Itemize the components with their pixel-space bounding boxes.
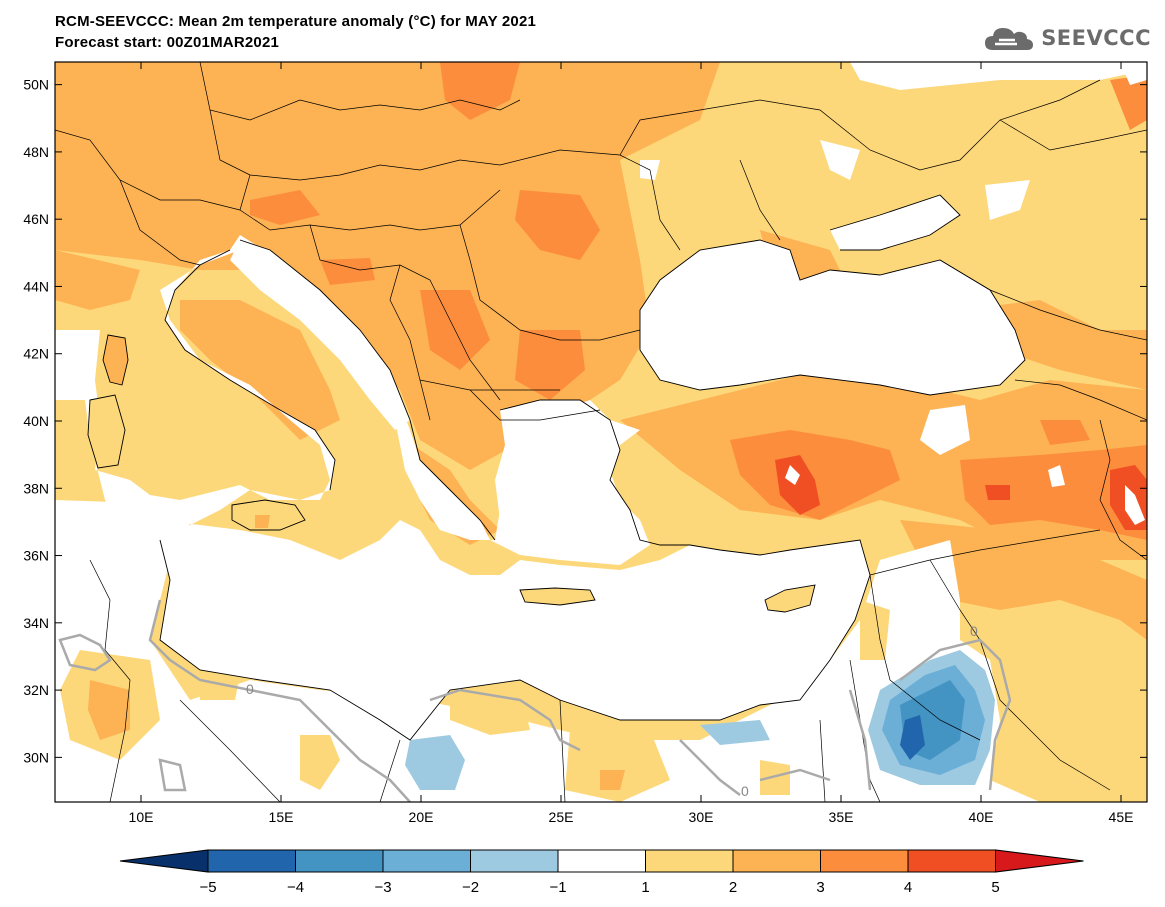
lon-tick-label: 25E — [549, 809, 574, 825]
colorbar-label: 5 — [991, 879, 999, 896]
colorbar: −5 −4 −3 −2 −1 1 2 3 4 5 — [119, 849, 1084, 896]
colorbar-label: −1 — [549, 879, 566, 896]
contour-label: 0 — [246, 681, 254, 697]
colorbar-label: −2 — [462, 879, 479, 896]
colorbar-segment — [470, 849, 559, 873]
colorbar-label: −5 — [199, 879, 216, 896]
colorbar-label: 3 — [816, 879, 824, 896]
colorbar-label: −4 — [287, 879, 304, 896]
colorbar-label: 4 — [904, 879, 912, 896]
lon-tick-label: 15E — [269, 809, 294, 825]
lat-tick-label: 38N — [23, 480, 49, 496]
coastlines — [87, 194, 1026, 741]
anomaly-near-zero — [55, 62, 1147, 802]
colorbar-segment — [645, 849, 734, 873]
lat-tick-label: 32N — [23, 682, 49, 698]
colorbar-label: 2 — [729, 879, 737, 896]
black-sea — [640, 240, 1025, 395]
lat-tick-label: 34N — [23, 615, 49, 631]
lat-tick-label: 44N — [23, 278, 49, 294]
anomaly-2-3-africa — [88, 680, 625, 790]
chart-subtitle: Forecast start: 00Z01MAR2021 — [55, 34, 280, 51]
contour-label: 0 — [741, 783, 749, 799]
colorbar-high-arrow — [995, 849, 1084, 873]
sea-mask — [55, 62, 1147, 740]
lat-tick-label: 50N — [23, 77, 49, 93]
lon-tick-label: 30E — [689, 809, 714, 825]
colorbar-segment — [295, 849, 384, 873]
anomaly-negative — [405, 650, 995, 790]
colorbar-label: 1 — [641, 879, 649, 896]
colorbar-segment — [732, 849, 821, 873]
cloud-logo-icon — [985, 28, 1034, 50]
lat-tick-label: 46N — [23, 211, 49, 227]
colorbar-segment — [820, 849, 909, 873]
lat-tick-label: 30N — [23, 749, 49, 765]
zero-contours — [58, 599, 1012, 802]
islands — [88, 335, 815, 612]
colorbar-segment — [382, 849, 471, 873]
contour-labels: 0 0 0 — [246, 623, 978, 799]
lon-tick-label: 20E — [409, 809, 434, 825]
lat-tick-label: 36N — [23, 548, 49, 564]
logo-text: SEEVCCC — [1041, 26, 1151, 50]
latitude-axis: 50N 48N 46N 44N 42N 40N 38N 36N 34N 32N 30N — [23, 77, 1147, 765]
contour-label: 0 — [970, 623, 978, 639]
colorbar-segment — [207, 849, 296, 873]
plot-frame — [54, 61, 1148, 803]
lon-tick-label: 10E — [129, 809, 154, 825]
country-borders — [55, 62, 1147, 802]
mediterranean-sea — [55, 235, 870, 740]
lat-tick-label: 48N — [23, 144, 49, 160]
anomaly-3-4 — [55, 62, 1147, 620]
lon-tick-label: 35E — [829, 809, 854, 825]
chart-title: RCM-SEEVCCC: Mean 2m temperature anomaly… — [55, 13, 537, 30]
lat-tick-label: 42N — [23, 346, 49, 362]
lon-tick-label: 45E — [1109, 809, 1134, 825]
seevccc-logo: SEEVCCC — [983, 20, 1151, 56]
longitude-axis: 10E 15E 20E 25E 30E 35E 40E 45E — [129, 62, 1134, 825]
colorbar-label: −3 — [374, 879, 391, 896]
lat-tick-label: 40N — [23, 413, 49, 429]
colorbar-segment — [557, 849, 646, 873]
lon-tick-label: 40E — [969, 809, 994, 825]
colorbar-segment — [907, 849, 996, 873]
map-field: 0 0 0 — [55, 62, 1147, 802]
colorbar-low-arrow — [119, 849, 209, 873]
